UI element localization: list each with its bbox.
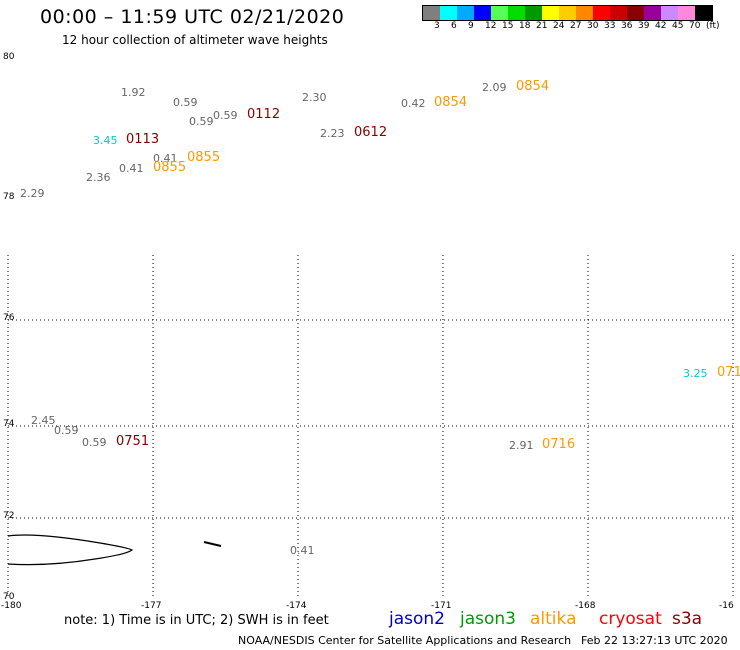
legend-label-1: 6: [451, 21, 457, 31]
satellite-label-cryosat: cryosat: [599, 609, 662, 629]
pass-time-label: 071: [717, 365, 740, 380]
swh-value: 2.30: [302, 91, 327, 104]
pass-time-label: 0854: [434, 95, 468, 110]
lat-label-78: 78: [3, 192, 15, 202]
legend-label-4: 15: [502, 21, 514, 31]
pass-time-label: 0112: [247, 107, 281, 122]
pass-time-label: 0716: [542, 437, 576, 452]
legend-swatch-7: [542, 6, 559, 20]
legend-swatch-1: [440, 6, 457, 20]
pass-time-label: 0855: [153, 160, 187, 175]
pass-time-label: 0751: [116, 434, 150, 449]
legend-swatch-4: [491, 6, 508, 20]
legend-label-11: 36: [621, 21, 633, 31]
legend-label-10: 33: [604, 21, 616, 31]
lat-label-76: 76: [3, 313, 15, 323]
swh-value: 0.59: [82, 436, 107, 449]
swh-value: 2.29: [20, 187, 45, 200]
swh-value: 2.45: [31, 414, 56, 427]
legend-label-14: 45: [672, 21, 684, 31]
legend-label-8: 27: [570, 21, 582, 31]
legend-label-6: 21: [536, 21, 548, 31]
legend-swatch-10: [593, 6, 610, 20]
pass-time-label: 0113: [126, 132, 160, 147]
swh-value: 0.41: [290, 544, 315, 557]
legend-swatch-15: [678, 6, 695, 20]
swh-value: 2.23: [320, 127, 345, 140]
legend-label-2: 9: [468, 21, 474, 31]
swh-value: 0.59: [213, 109, 238, 122]
swh-value: 0.59: [189, 115, 214, 128]
swh-value: 2.91: [509, 439, 534, 452]
lon-label-177: -177: [141, 601, 162, 611]
satellite-label-jason3: jason3: [460, 609, 516, 629]
pass-time-label: 0854: [516, 79, 550, 94]
legend-swatch-14: [661, 6, 678, 20]
legend-swatch-6: [525, 6, 542, 20]
swh-value: 0.59: [54, 424, 79, 437]
legend-swatch-3: [474, 6, 491, 20]
color-legend-bar: [422, 5, 713, 21]
satellite-label-jason2: jason2: [389, 609, 445, 629]
lon-label-165: -16: [719, 601, 734, 611]
legend-swatch-9: [576, 6, 593, 20]
coastline-islet: [203, 541, 222, 547]
legend-label-16: (ft): [706, 21, 720, 31]
swh-value: 0.42: [401, 97, 426, 110]
swh-value: 0.41: [119, 162, 144, 175]
legend-label-0: 3: [434, 21, 440, 31]
swh-value: 0.41: [153, 152, 178, 165]
legend-label-9: 30: [587, 21, 599, 31]
swh-value: 3.45: [93, 134, 118, 147]
footer-timestamp: Feb 22 13:27:13 UTC 2020: [581, 634, 728, 647]
coastline-wrangel-island: [7, 534, 134, 566]
legend-swatch-5: [508, 6, 525, 20]
satellite-label-altika: altika: [530, 609, 577, 629]
lon-label-180: -180: [1, 601, 22, 611]
color-legend-labels: 3 6 9 12 15 18 21 24 27 30 33 36 39 42 45 70 (ft): [422, 21, 740, 33]
legend-swatch-16: [695, 6, 712, 20]
lat-label-80: 80: [3, 52, 15, 62]
legend-swatch-13: [644, 6, 661, 20]
swh-value: 0.59: [173, 96, 198, 109]
legend-label-7: 24: [553, 21, 565, 31]
legend-swatch-8: [559, 6, 576, 20]
legend-label-5: 18: [519, 21, 531, 31]
lat-label-70: 70: [3, 592, 15, 602]
lon-label-174: -174: [286, 601, 307, 611]
legend-swatch-2: [457, 6, 474, 20]
pass-time-label: 0855: [187, 150, 221, 165]
swh-value: 3.25: [683, 367, 708, 380]
legend-label-15: 70: [689, 21, 701, 31]
legend-swatch-11: [610, 6, 627, 20]
footnote: note: 1) Time is in UTC; 2) SWH is in fe…: [64, 613, 329, 628]
footer-credit: NOAA/NESDIS Center for Satellite Applica…: [238, 634, 572, 647]
lat-label-72: 72: [3, 511, 15, 521]
lon-label-168: -168: [575, 601, 596, 611]
swh-value: 2.09: [482, 81, 507, 94]
satellite-label-s3a: s3a: [672, 609, 703, 629]
lat-label-74: 74: [3, 419, 15, 429]
legend-label-12: 39: [638, 21, 650, 31]
map-title: 00:00 – 11:59 UTC 02/21/2020: [40, 6, 345, 28]
swh-value: 2.36: [86, 171, 111, 184]
legend-swatch-0: [423, 6, 440, 20]
legend-swatch-12: [627, 6, 644, 20]
swh-value: 1.92: [121, 86, 146, 99]
map-subtitle: 12 hour collection of altimeter wave hei…: [62, 33, 328, 47]
legend-label-3: 12: [485, 21, 497, 31]
legend-label-13: 42: [655, 21, 667, 31]
lon-label-171: -171: [431, 601, 452, 611]
pass-time-label: 0612: [354, 125, 388, 140]
